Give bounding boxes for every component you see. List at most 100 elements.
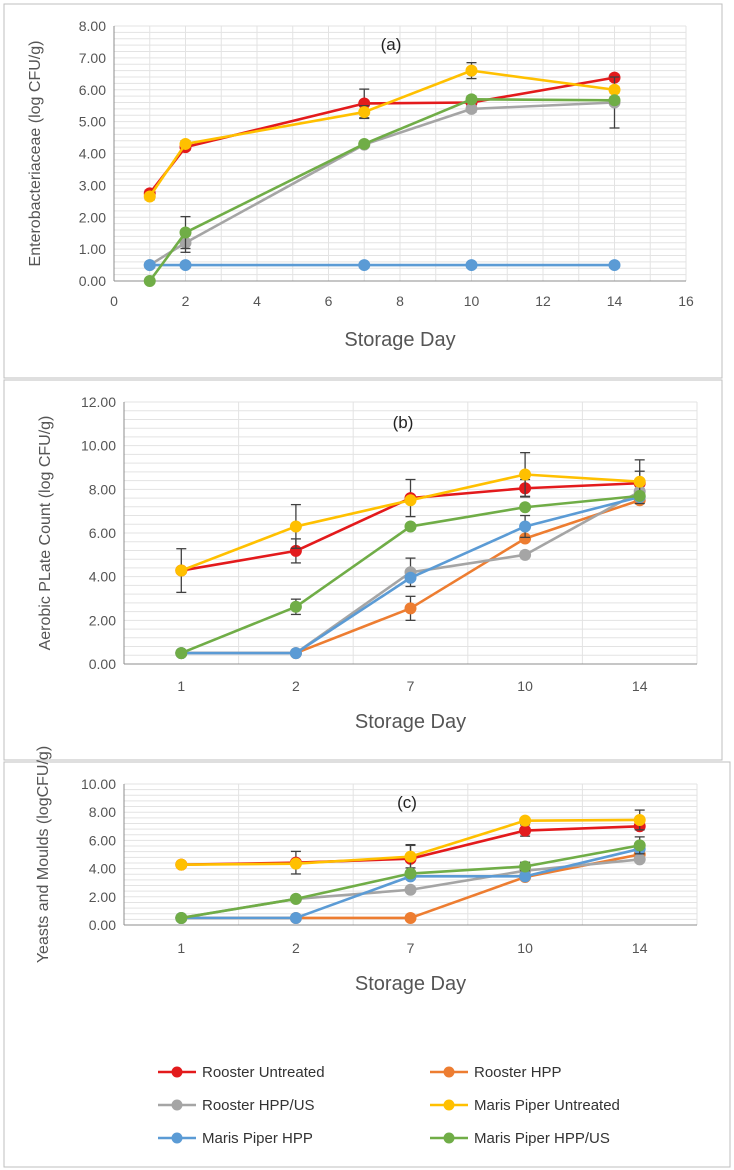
data-point xyxy=(633,489,646,502)
data-point xyxy=(289,600,302,613)
x-tick-label: 6 xyxy=(325,293,333,309)
x-tick-label: 2 xyxy=(292,940,300,956)
data-point xyxy=(143,190,156,203)
data-point xyxy=(175,647,188,660)
data-point xyxy=(179,137,192,150)
y-tick-label: 6.00 xyxy=(79,82,106,98)
panel-b-frame xyxy=(3,379,723,761)
y-tick-label: 2.00 xyxy=(89,889,116,905)
x-tick-label: 2 xyxy=(292,678,300,694)
y-tick-label: 0.00 xyxy=(79,273,106,289)
data-point xyxy=(519,520,532,533)
legend-label: Rooster HPP xyxy=(474,1064,562,1081)
data-point xyxy=(404,520,417,533)
y-axis-title: Aerobic PLate Count (log CFU/g) xyxy=(37,416,54,651)
data-point xyxy=(289,892,302,905)
x-tick-label: 7 xyxy=(407,940,415,956)
data-point xyxy=(465,93,478,106)
y-tick-label: 4.00 xyxy=(89,861,116,877)
y-tick-label: 4.00 xyxy=(79,146,106,162)
series-maris-piper-untreated xyxy=(175,809,646,871)
legend-item-rooster-untreated: Rooster Untreated xyxy=(158,1064,325,1081)
x-tick-label: 1 xyxy=(177,940,185,956)
data-point xyxy=(633,839,646,852)
data-point xyxy=(519,870,532,883)
legend-label: Maris Piper HPP xyxy=(202,1130,313,1147)
series-maris-piper-hpp-us xyxy=(175,836,646,924)
series-maris-piper-hpp-us xyxy=(143,93,621,287)
legend-swatch-marker xyxy=(171,1099,183,1111)
legend-swatch-marker xyxy=(171,1066,183,1078)
panel-a-frame xyxy=(3,3,723,379)
y-tick-label: 6.00 xyxy=(89,832,116,848)
data-point xyxy=(179,259,192,272)
y-tick-label: 8.00 xyxy=(89,481,116,497)
legend-label: Maris Piper HPP/US xyxy=(474,1130,610,1147)
y-tick-label: 10.00 xyxy=(81,438,116,454)
legend-swatch-marker xyxy=(171,1132,183,1144)
y-tick-label: 4.00 xyxy=(89,569,116,585)
y-tick-label: 0.00 xyxy=(89,917,116,933)
chart-panel-c: 0.00 2.00 4.00 6.00 8.00 10.00 1 2 7 10 14 Storage … xyxy=(35,746,698,995)
y-tick-label: 5.00 xyxy=(79,114,106,130)
panel-c-frame xyxy=(3,761,731,1168)
x-tick-label: 14 xyxy=(607,293,623,309)
data-point xyxy=(519,814,532,827)
x-tick-label: 14 xyxy=(632,678,648,694)
data-point xyxy=(175,564,188,577)
y-tick-label: 1.00 xyxy=(79,241,106,257)
panel-annotation: (a) xyxy=(381,35,402,54)
data-point xyxy=(404,850,417,863)
x-tick-label: 7 xyxy=(407,678,415,694)
legend-label: Rooster Untreated xyxy=(202,1064,325,1081)
series-line-rooster-hpp-us xyxy=(149,101,615,267)
x-tick-label: 10 xyxy=(464,293,480,309)
x-tick-label: 2 xyxy=(182,293,190,309)
data-point xyxy=(289,857,302,870)
y-tick-label: 8.00 xyxy=(79,18,106,34)
data-point xyxy=(633,475,646,488)
series-line-maris-piper-hpp-us xyxy=(148,98,615,282)
data-point xyxy=(358,137,371,150)
data-point xyxy=(404,571,417,584)
data-point xyxy=(143,259,156,272)
data-point xyxy=(608,83,621,96)
y-axis-title: Enterobacteriaceae (log CFU/g) xyxy=(27,41,44,267)
data-point xyxy=(519,824,532,837)
legend-label: Maris Piper Untreated xyxy=(474,1097,620,1114)
legend-item-maris-piper-hpp-us: Maris Piper HPP/US xyxy=(430,1130,610,1147)
x-tick-label: 4 xyxy=(253,293,261,309)
data-point xyxy=(404,911,417,924)
data-point xyxy=(143,275,156,287)
y-tick-label: 7.00 xyxy=(79,50,106,66)
x-axis-title: Storage Day xyxy=(355,711,466,733)
x-tick-label: 10 xyxy=(517,678,533,694)
legend-item-maris-piper-hpp: Maris Piper HPP xyxy=(158,1130,313,1147)
panel-annotation: (c) xyxy=(397,793,417,812)
x-tick-label: 0 xyxy=(110,293,118,309)
x-tick-label: 8 xyxy=(396,293,404,309)
legend-swatch-marker xyxy=(443,1099,455,1111)
data-point xyxy=(358,259,371,272)
x-tick-label: 1 xyxy=(177,678,185,694)
data-point xyxy=(633,813,646,826)
data-point xyxy=(404,494,417,507)
legend-swatch-marker xyxy=(443,1066,455,1078)
y-tick-label: 8.00 xyxy=(89,804,116,820)
x-axis-title: Storage Day xyxy=(344,329,455,351)
data-point xyxy=(633,853,646,866)
data-point xyxy=(175,858,188,871)
data-point xyxy=(519,501,532,514)
data-point xyxy=(289,911,302,924)
data-point xyxy=(608,94,621,107)
data-point xyxy=(404,867,417,880)
data-point xyxy=(175,911,188,924)
y-tick-label: 6.00 xyxy=(89,525,116,541)
chart-panel-b: 0.00 2.00 4.00 6.00 8.00 10.00 12.00 1 2 7 10 14 Sto… xyxy=(37,394,698,733)
series-maris-piper-untreated xyxy=(143,62,621,203)
legend-swatch-marker xyxy=(443,1132,455,1144)
data-point xyxy=(465,259,478,272)
chart-panel-a: 0.00 1.00 2.00 3.00 4.00 5.00 6.00 7.00 8.00 0 2 4 6… xyxy=(27,18,694,351)
data-point xyxy=(519,860,532,873)
y-tick-label: 0.00 xyxy=(89,656,116,672)
